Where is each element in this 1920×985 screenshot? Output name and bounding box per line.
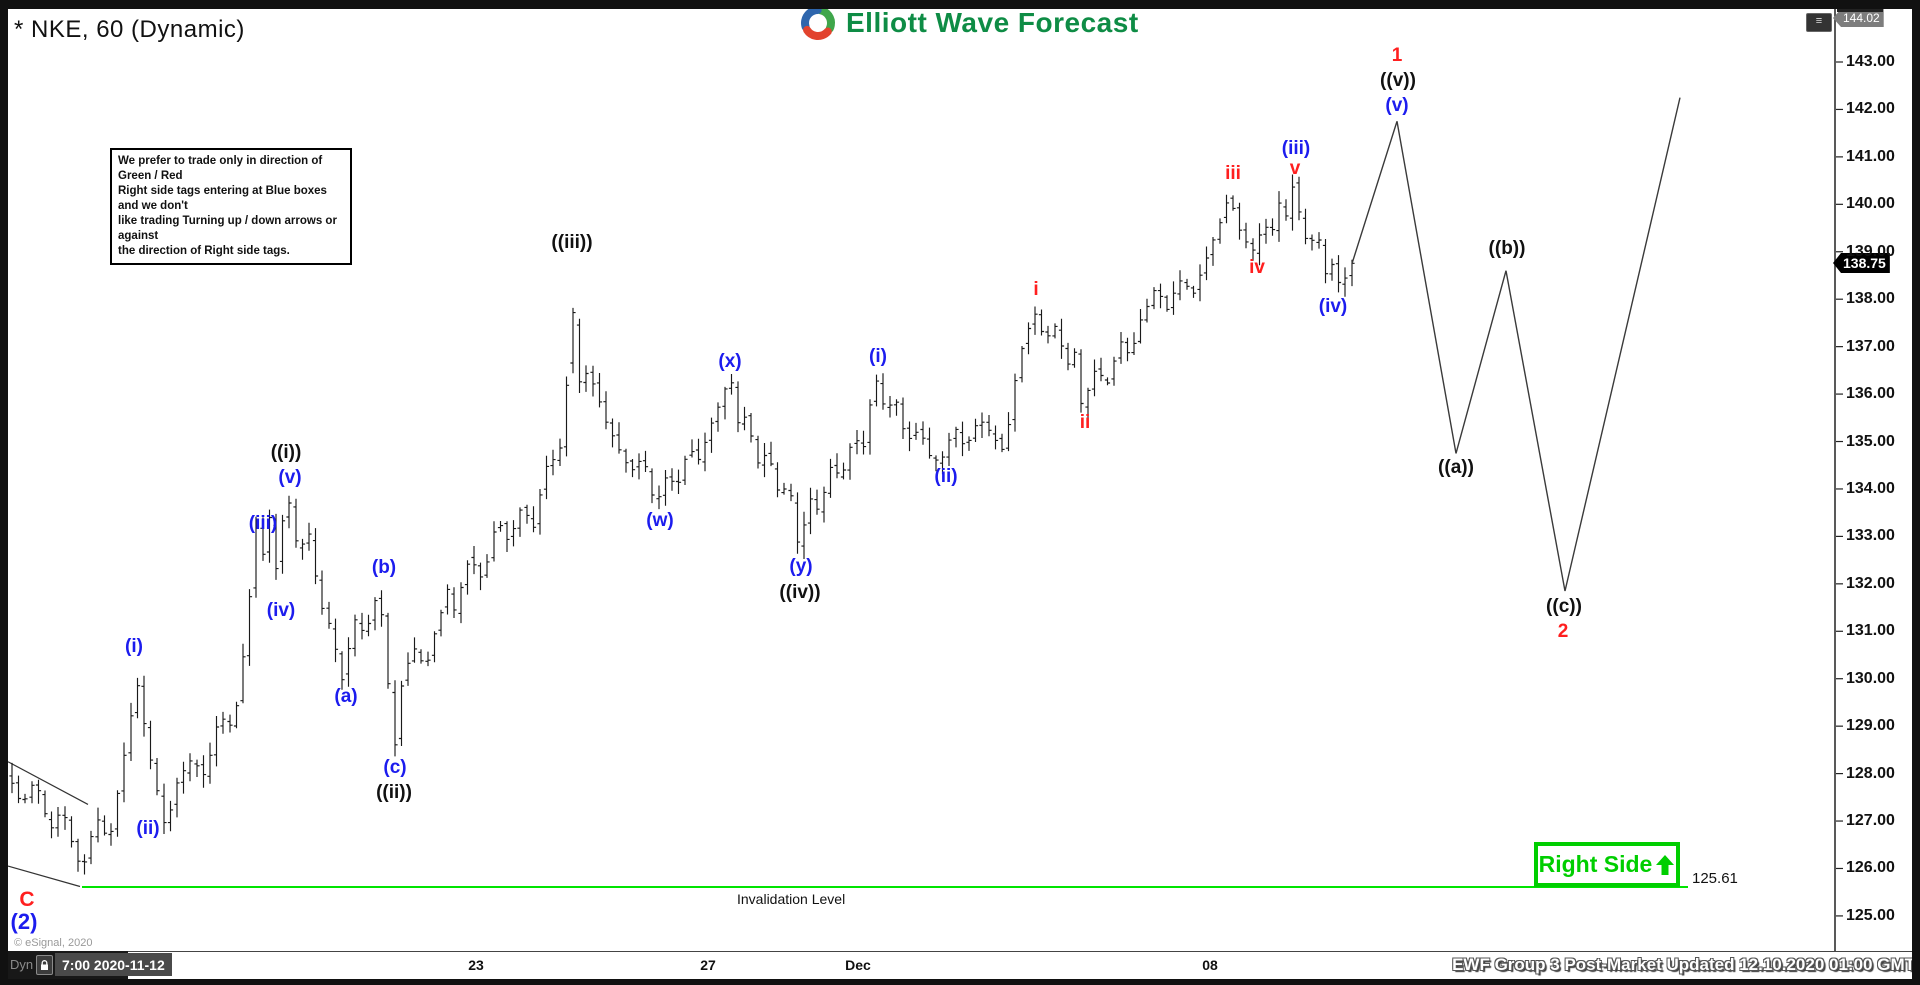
disclaimer-line: the direction of Right side tags. bbox=[118, 245, 290, 257]
frame-top bbox=[0, 0, 1920, 9]
logo: Elliott Wave Forecast bbox=[798, 3, 1139, 43]
wave-label-blue: (y) bbox=[789, 556, 813, 577]
wave-label-blue: (iv) bbox=[266, 600, 296, 621]
frame-right bbox=[1912, 0, 1920, 985]
wave-label-blue: (iii) bbox=[248, 513, 278, 534]
wave-label-blue: (b) bbox=[371, 557, 397, 578]
right-side-label: Right Side bbox=[1538, 851, 1653, 877]
wave-label-red: iii bbox=[1225, 163, 1241, 184]
wave-label-blue: (w) bbox=[646, 510, 674, 531]
wave-label-blue: (ii) bbox=[934, 466, 958, 487]
wave-label-black: ((ii)) bbox=[376, 782, 412, 803]
wave-label-blue: (ii) bbox=[136, 818, 160, 839]
invalidation-level-label: Invalidation Level bbox=[737, 891, 846, 907]
last-price-tag: 138.75 bbox=[1833, 253, 1890, 273]
logo-swirl-icon bbox=[801, 6, 835, 40]
wave-label-blue: (iv) bbox=[1318, 296, 1348, 317]
y-axis-price-label: 142.00 bbox=[1846, 100, 1895, 118]
chart-mode-label[interactable]: Dyn bbox=[10, 957, 34, 972]
y-axis-price-label: 125.00 bbox=[1846, 906, 1895, 924]
high-price-tag: 144.02 bbox=[1833, 9, 1884, 27]
wave-label-blue: (c) bbox=[383, 757, 407, 778]
y-axis-price-label: 128.00 bbox=[1846, 764, 1895, 782]
x-axis-date-label: 08 bbox=[1202, 957, 1218, 973]
chart-title: * NKE, 60 (Dynamic) bbox=[14, 16, 245, 43]
y-axis-price-label: 143.00 bbox=[1846, 53, 1895, 70]
wave-label-black: ((b)) bbox=[1488, 238, 1526, 259]
y-axis-price-label: 141.00 bbox=[1846, 147, 1895, 165]
wave-label-blue: (i) bbox=[869, 346, 887, 367]
footer-update-note: EWF Group 3 Post-Market Updated 12.10.20… bbox=[1452, 955, 1915, 974]
wave-label-red: 1 bbox=[1391, 45, 1403, 66]
right-side-tag[interactable]: Right Side bbox=[1534, 842, 1680, 887]
wave-label-blue: (v) bbox=[278, 467, 302, 488]
wave-label-blue: (a) bbox=[334, 686, 358, 707]
wave-label-red: C bbox=[19, 888, 35, 911]
y-axis-price-label: 126.00 bbox=[1846, 859, 1895, 877]
panel-menu-icon[interactable]: ≡ bbox=[1806, 13, 1832, 32]
logo-text: Elliott Wave Forecast bbox=[846, 7, 1139, 38]
invalidation-price: 125.61 bbox=[1692, 870, 1738, 887]
wave-label-blue: (v) bbox=[1385, 95, 1409, 116]
frame-left bbox=[0, 0, 8, 985]
frame-bottom bbox=[0, 979, 1920, 985]
cursor-timestamp: 7:00 2020-11-12 bbox=[55, 953, 172, 976]
disclaimer-line: Right side tags entering at Blue boxes a… bbox=[118, 185, 327, 212]
y-axis-price-label: 135.00 bbox=[1846, 432, 1895, 450]
y-axis-price-label: 140.00 bbox=[1846, 195, 1895, 213]
y-axis-price-label: 127.00 bbox=[1846, 812, 1895, 830]
y-axis-price-label: 137.00 bbox=[1846, 337, 1895, 355]
wave-label-black: ((v)) bbox=[1380, 70, 1416, 91]
wave-label-red: v bbox=[1289, 158, 1301, 179]
y-axis-price-label: 138.00 bbox=[1846, 290, 1895, 308]
wave-label-black: ((iv)) bbox=[779, 582, 821, 603]
wave-label-red: 2 bbox=[1557, 621, 1569, 642]
wave-label-black: ((i)) bbox=[270, 442, 302, 463]
wave-label-blue: (i) bbox=[125, 636, 143, 657]
y-axis-price-label: 131.00 bbox=[1846, 622, 1895, 640]
wave-label-red: iv bbox=[1249, 257, 1265, 278]
x-axis-date-label: Dec bbox=[845, 957, 871, 973]
esignal-watermark: © eSignal, 2020 bbox=[14, 937, 93, 949]
wave-label-blue: (2) bbox=[10, 909, 38, 934]
x-axis-date-label: 23 bbox=[468, 957, 484, 973]
wave-label-blue: (x) bbox=[718, 351, 742, 372]
y-axis-price-label: 133.00 bbox=[1846, 527, 1895, 545]
y-axis-price-label: 134.00 bbox=[1846, 479, 1895, 497]
disclaimer-box: We prefer to trade only in direction of … bbox=[110, 148, 352, 265]
x-axis-date-label: 27 bbox=[700, 957, 716, 973]
up-arrow-icon bbox=[1656, 854, 1675, 875]
disclaimer-line: like trading Turning up / down arrows or… bbox=[118, 215, 337, 242]
wave-label-black: ((c)) bbox=[1546, 596, 1582, 617]
wave-label-black: ((iii)) bbox=[551, 232, 593, 253]
lock-icon[interactable] bbox=[36, 955, 53, 975]
wave-label-red: i bbox=[1033, 279, 1039, 300]
clipped-price-tag bbox=[1837, 9, 1883, 12]
y-axis-price-label: 139.00 bbox=[1846, 242, 1895, 260]
y-axis-price-label: 130.00 bbox=[1846, 669, 1895, 687]
wave-label-black: ((a)) bbox=[1438, 457, 1474, 478]
y-axis-price-label: 132.00 bbox=[1846, 574, 1895, 592]
y-axis-price-label: 129.00 bbox=[1846, 717, 1895, 735]
disclaimer-line: We prefer to trade only in direction of … bbox=[118, 155, 323, 182]
wave-label-red: ii bbox=[1079, 412, 1091, 433]
date-axis-strip[interactable] bbox=[8, 951, 1912, 980]
y-axis-price-label: 136.00 bbox=[1846, 385, 1895, 403]
wave-label-blue: (iii) bbox=[1281, 138, 1311, 159]
